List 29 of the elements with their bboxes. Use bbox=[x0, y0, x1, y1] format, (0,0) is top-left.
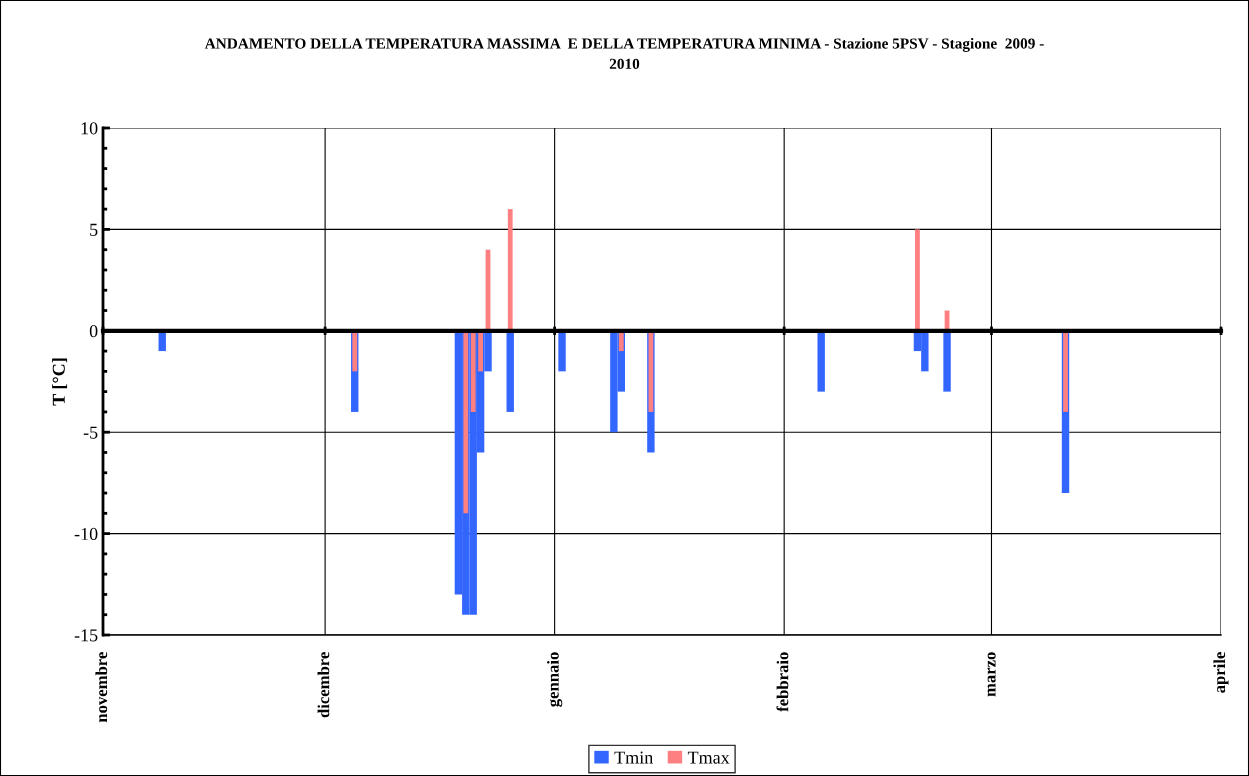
y-tick-label: 5 bbox=[90, 223, 98, 236]
x-tick-label: novembre bbox=[95, 652, 108, 723]
legend-label: Tmax bbox=[687, 751, 730, 764]
x-tick-label: marzo bbox=[987, 652, 996, 697]
legend-label: Tmin bbox=[614, 751, 654, 764]
bar bbox=[817, 330, 825, 392]
y-tick-label: -5 bbox=[83, 426, 98, 439]
x-tick-label: aprile bbox=[1213, 652, 1229, 693]
y-tick-label: 10 bbox=[81, 122, 98, 135]
bar bbox=[470, 330, 476, 412]
bar bbox=[506, 330, 514, 412]
bar bbox=[478, 330, 484, 372]
bar bbox=[507, 209, 513, 331]
bar bbox=[463, 330, 469, 514]
y-tick-label: -15 bbox=[74, 629, 98, 642]
bar bbox=[1063, 330, 1068, 412]
y-axis-title: T [°C] bbox=[52, 358, 68, 406]
y-tick-label: -10 bbox=[74, 527, 98, 541]
x-tick-label: febbraio bbox=[776, 652, 789, 712]
x-tick-label: dicembre bbox=[317, 652, 330, 718]
x-tick-label: gennaio bbox=[547, 652, 563, 707]
bar bbox=[648, 330, 654, 412]
bar bbox=[915, 229, 920, 331]
chart-title: ANDAMENTO DELLA TEMPERATURA MASSIMA E DELLA TEMPERATURA MINIMA - Stazione 5PSV - Stagione 2009 - 2010 bbox=[204, 37, 1044, 69]
bar bbox=[618, 330, 624, 352]
bar bbox=[352, 330, 358, 372]
bar bbox=[943, 330, 951, 392]
y-tick-label: 0 bbox=[89, 325, 98, 338]
bar bbox=[558, 330, 566, 372]
